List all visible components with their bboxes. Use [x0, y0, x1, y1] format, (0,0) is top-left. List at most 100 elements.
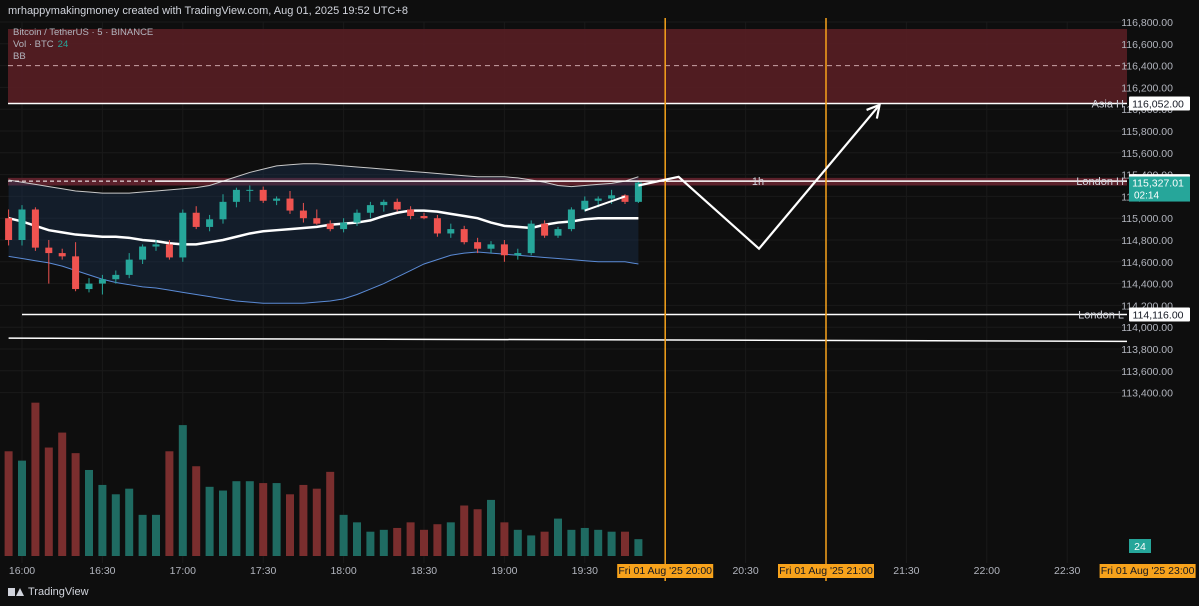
candle-body	[380, 201, 388, 206]
volume-bar	[71, 453, 80, 556]
volume-bar	[460, 505, 469, 556]
level-price-text: 116,052.00	[1132, 99, 1184, 111]
volume-bar	[420, 529, 428, 556]
x-tick-label: 21:30	[893, 565, 919, 577]
volume-bar	[379, 529, 388, 556]
symbol-label: Bitcoin / TetherUS · 5 · BINANCE	[13, 27, 154, 38]
volume-legend-value: 24	[57, 39, 69, 50]
volume-bar	[31, 402, 40, 556]
volume-legend[interactable]: Vol · BTC 24	[13, 39, 68, 50]
volume-bar	[446, 522, 455, 556]
level-label: London H	[1076, 176, 1124, 188]
volume-bar	[621, 531, 629, 556]
y-tick-label: 116,400.00	[1121, 61, 1173, 73]
x-tick-label: 20:30	[732, 565, 758, 577]
candle-body	[420, 216, 428, 219]
volume-bar	[500, 522, 509, 556]
candle-body	[353, 212, 361, 223]
volume-bar	[339, 514, 348, 556]
candle-body	[594, 198, 602, 201]
candle-body	[393, 201, 401, 210]
candle-body	[608, 195, 616, 199]
bb-legend[interactable]: BB	[13, 51, 26, 62]
y-tick-label: 114,400.00	[1121, 279, 1173, 291]
volume-bar	[138, 514, 147, 556]
volume-bar	[607, 531, 616, 556]
candle-body	[232, 189, 240, 202]
candle-body	[447, 229, 455, 234]
candle-body	[112, 274, 120, 280]
candle-body	[125, 259, 133, 275]
projection-path	[638, 104, 881, 251]
volume-bar	[299, 484, 308, 556]
y-tick-label: 115,800.00	[1121, 126, 1173, 138]
candle-body	[139, 246, 147, 260]
candle-body	[152, 244, 160, 247]
current-price-tag	[1129, 176, 1190, 202]
volume-bar	[353, 522, 361, 556]
x-tick-label: 19:30	[572, 565, 598, 577]
candle-body	[179, 212, 187, 258]
volume-bar	[594, 529, 603, 556]
candle-body	[85, 283, 93, 290]
attribution-text: mrhappymakingmoney created with TradingV…	[8, 5, 408, 17]
candle-body	[621, 195, 629, 202]
candle-body	[326, 223, 334, 230]
candle-body	[500, 244, 508, 256]
candle-body	[31, 209, 39, 248]
x-tick-label: 17:30	[250, 565, 276, 577]
x-tick-label: 19:00	[491, 565, 517, 577]
volume-bar	[98, 484, 107, 556]
current-price-text: 115,327.01	[1132, 178, 1184, 190]
candle-body	[5, 218, 13, 240]
supply-zone	[8, 29, 1127, 104]
volume-bar	[406, 522, 415, 556]
candle-body	[581, 200, 589, 210]
volume-bar	[178, 425, 187, 556]
candle-body	[18, 209, 26, 240]
time-highlight-text: Fri 01 Aug '25 23:00	[1101, 565, 1195, 577]
volume-bar	[433, 524, 442, 556]
volume-bar	[4, 451, 13, 556]
footer-brand[interactable]: TradingView	[8, 586, 89, 598]
volume-bar	[152, 514, 160, 556]
y-tick-label: 115,000.00	[1121, 213, 1173, 225]
candle-body	[634, 182, 642, 202]
candle-body	[58, 253, 66, 257]
countdown-text: 02:14	[1134, 191, 1159, 202]
x-tick-label: 22:00	[974, 565, 1000, 577]
trend-line	[8, 337, 1128, 343]
volume-bar	[312, 488, 321, 556]
volume-bar	[259, 483, 268, 556]
y-tick-label: 114,000.00	[1121, 322, 1173, 334]
candle-body	[460, 229, 468, 243]
volume-bar	[245, 481, 254, 556]
candle-body	[273, 198, 281, 201]
brand-text: TradingView	[28, 586, 89, 598]
symbol-legend[interactable]: Bitcoin / TetherUS · 5 · BINANCE	[13, 27, 153, 38]
bb-legend-label: BB	[13, 51, 26, 62]
volume-bar	[513, 529, 522, 556]
volume-bar	[634, 539, 643, 556]
candle-body	[165, 244, 173, 258]
x-tick-label: 16:00	[9, 565, 35, 577]
candle-body	[567, 209, 575, 230]
volume-bar	[366, 531, 375, 556]
volume-bar	[580, 527, 589, 556]
level-price-text: 114,116.00	[1133, 310, 1184, 322]
volume-bar	[165, 451, 174, 556]
volume-bar	[527, 535, 536, 556]
candle-body	[313, 218, 321, 224]
volume-bar	[205, 486, 214, 556]
volume-bar	[219, 490, 227, 556]
y-tick-label: 116,800.00	[1121, 17, 1173, 29]
y-tick-label: 114,800.00	[1121, 235, 1173, 247]
candle-body	[286, 198, 294, 211]
volume-legend-label: Vol · BTC	[13, 39, 54, 50]
volume-bar	[272, 483, 281, 556]
volume-bar	[487, 499, 495, 556]
volume-bar	[473, 509, 482, 556]
x-tick-label: 18:30	[411, 565, 437, 577]
candle-body	[246, 189, 254, 191]
